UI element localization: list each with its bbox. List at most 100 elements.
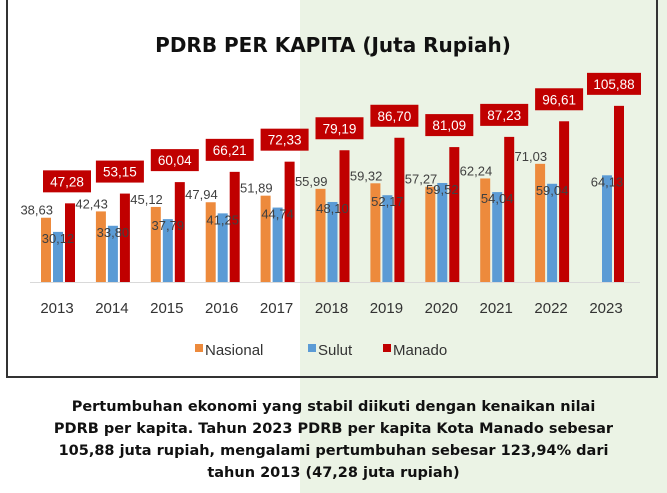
chart-title: PDRB PER KAPITA (Juta Rupiah) [155, 33, 511, 57]
data-label-box-manado [425, 114, 474, 137]
data-label-manado: 60,04 [158, 153, 192, 168]
caption-line: PDRB per kapita. Tahun 2023 PDRB per kap… [53, 421, 614, 437]
data-label-box-manado [535, 88, 584, 111]
x-tick-label: 2020 [425, 300, 458, 317]
bar-nasional [370, 183, 381, 282]
legend-label-nasional: Nasional [205, 342, 263, 359]
bar-manado [229, 171, 240, 282]
bar-sulut [272, 207, 283, 282]
data-label-sulut: 52,17 [371, 194, 404, 209]
data-label-box-manado [370, 104, 419, 127]
data-label-sulut: 30,12 [42, 231, 75, 246]
data-label-nasional: 62,24 [460, 163, 493, 178]
caption-line: tahun 2013 (47,28 juta rupiah) [207, 465, 460, 481]
data-label-manado: 96,61 [542, 92, 576, 107]
x-tick-label: 2017 [260, 300, 293, 317]
caption-line: 105,88 juta rupiah, mengalami pertumbuha… [58, 443, 609, 459]
data-label-sulut: 54,04 [481, 191, 514, 206]
bar-manado [119, 193, 130, 282]
data-label-nasional: 55,99 [295, 174, 328, 189]
bar-nasional [150, 206, 161, 282]
data-label-manado: 87,23 [487, 108, 521, 123]
bar-nasional [41, 217, 51, 282]
x-tick-label: 2021 [480, 300, 513, 317]
data-label-sulut: 64,13 [591, 174, 624, 189]
data-label-manado: 86,70 [378, 109, 412, 124]
data-label-nasional: 51,89 [240, 181, 273, 196]
legend-swatch-sulut [308, 344, 316, 352]
legend-swatch-manado [383, 344, 391, 352]
bar-manado [504, 136, 515, 282]
data-label-box-manado [150, 149, 199, 172]
bar-sulut [492, 192, 503, 282]
bar-manado [284, 161, 295, 282]
bar-sulut [107, 225, 118, 282]
x-tick-label: 2016 [205, 300, 238, 317]
legend-label-sulut: Sulut [318, 342, 353, 359]
data-label-box-manado [43, 170, 91, 193]
data-label-nasional: 47,94 [185, 187, 218, 202]
data-label-sulut: 37,79 [152, 218, 185, 233]
data-label-manado: 72,33 [268, 133, 302, 148]
data-label-sulut: 33,80 [97, 225, 130, 240]
data-label-manado: 47,28 [50, 174, 84, 189]
bar-manado [174, 182, 185, 282]
data-label-sulut: 48,10 [316, 201, 349, 216]
data-label-sulut: 44,74 [261, 207, 294, 222]
bar-sulut [382, 195, 393, 282]
data-label-box-manado [315, 117, 364, 140]
data-label-manado: 66,21 [213, 143, 247, 158]
legend-swatch-nasional [195, 344, 203, 352]
x-tick-label: 2018 [315, 300, 348, 317]
bar-manado [339, 150, 350, 282]
bar-nasional [315, 188, 326, 282]
x-tick-label: 2023 [589, 300, 622, 317]
bar-sulut [162, 219, 173, 282]
data-label-sulut: 41,25 [206, 212, 239, 227]
x-tick-label: 2015 [150, 300, 183, 317]
data-label-nasional: 57,27 [405, 172, 438, 187]
bar-manado [614, 105, 624, 282]
bar-manado [394, 137, 405, 282]
bar-nasional [260, 195, 271, 282]
data-label-nasional: 71,03 [515, 149, 548, 164]
data-label-manado: 81,09 [432, 118, 466, 133]
bar-sulut [437, 182, 448, 282]
data-label-sulut: 59,52 [426, 182, 459, 197]
x-tick-label: 2014 [95, 300, 128, 317]
bar-nasional [425, 186, 436, 282]
bar-nasional [95, 211, 106, 282]
bar-manado [449, 147, 460, 282]
data-label-box-manado [260, 128, 309, 151]
x-tick-label: 2013 [40, 300, 73, 317]
bar-chart: PDRB PER KAPITA (Juta Rupiah) 2013 2014 20… [20, 33, 641, 359]
legend-label-manado: Manado [393, 342, 447, 359]
x-tick-label: 2022 [534, 300, 567, 317]
caption-line: Pertumbuhan ekonomi yang stabil diikuti … [71, 399, 596, 415]
caption: Pertumbuhan ekonomi yang stabil diikuti … [10, 396, 657, 484]
data-label-nasional: 42,43 [75, 196, 108, 211]
data-label-manado: 53,15 [103, 165, 137, 180]
bar-sulut [602, 175, 612, 282]
data-label-box-manado [95, 160, 144, 183]
x-tick-label: 2019 [370, 300, 403, 317]
data-label-manado: 105,88 [593, 77, 634, 92]
data-label-nasional: 59,32 [350, 168, 383, 183]
bar-sulut [217, 213, 228, 282]
bar-sulut [327, 201, 338, 282]
chart-frame [6, 0, 658, 378]
bar-nasional [205, 202, 216, 282]
bar-sulut [53, 231, 63, 282]
data-label-sulut: 59,04 [536, 183, 569, 198]
data-label-box-manado [480, 103, 529, 126]
data-label-box-manado [587, 72, 641, 95]
bar-manado [559, 121, 570, 282]
data-label-nasional: 38,63 [20, 203, 53, 218]
bar-nasional [480, 178, 491, 282]
bar-manado [65, 203, 75, 282]
bar-sulut [547, 183, 558, 282]
bar-nasional [535, 163, 546, 282]
data-label-manado: 79,19 [323, 121, 357, 136]
data-label-box-manado [205, 138, 254, 161]
data-label-nasional: 45,12 [130, 192, 163, 207]
